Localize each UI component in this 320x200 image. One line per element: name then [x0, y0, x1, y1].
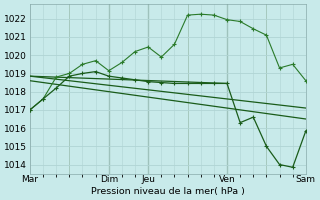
- X-axis label: Pression niveau de la mer( hPa ): Pression niveau de la mer( hPa ): [91, 187, 245, 196]
